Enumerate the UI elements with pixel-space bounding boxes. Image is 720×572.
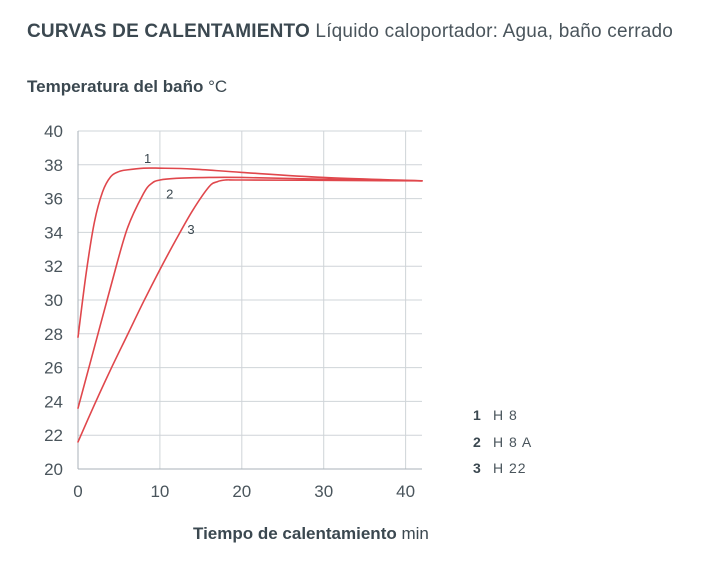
y-axis-unit: °C <box>208 77 228 96</box>
legend: 1 H 8 2 H 8 A 3 H 22 <box>473 402 532 482</box>
y-tick-label: 26 <box>44 359 63 378</box>
curve-label: 2 <box>166 187 173 202</box>
legend-model: H 8 A <box>493 433 533 450</box>
y-tick-label: 30 <box>44 291 63 310</box>
chart-title-row: CURVAS DE CALENTAMIENTO Líquido caloport… <box>27 21 673 43</box>
y-tick-label: 34 <box>44 223 63 242</box>
legend-item: 3 H 22 <box>473 455 532 482</box>
legend-number: 2 <box>473 433 481 450</box>
curve-label: 3 <box>187 222 194 237</box>
x-axis-label: Tiempo de calentamiento min <box>193 524 429 544</box>
x-tick-label: 10 <box>150 482 169 501</box>
x-tick-label: 30 <box>314 482 333 501</box>
curve-label: 1 <box>144 151 151 166</box>
legend-model: H 8 <box>493 407 518 424</box>
y-axis-title: Temperatura del baño <box>27 77 204 96</box>
y-tick-label: 22 <box>44 426 63 445</box>
y-tick-label: 32 <box>44 257 63 276</box>
series-line-2 <box>77 176 423 409</box>
x-tick-label: 0 <box>73 482 82 501</box>
series-line-3 <box>77 179 423 443</box>
series-line-1 <box>77 167 423 338</box>
legend-item: 2 H 8 A <box>473 429 532 456</box>
chart-subtitle: Líquido caloportador: Agua, baño cerrado <box>315 21 674 42</box>
x-tick-label: 40 <box>396 482 415 501</box>
legend-number: 1 <box>473 407 481 424</box>
y-axis-label: Temperatura del baño °C <box>27 77 227 97</box>
y-tick-label: 20 <box>44 460 63 479</box>
legend-item: 1 H 8 <box>473 402 532 429</box>
x-axis-unit: min <box>401 524 429 543</box>
legend-model: H 22 <box>493 460 527 477</box>
chart-title: CURVAS DE CALENTAMIENTO <box>27 21 310 42</box>
y-tick-label: 36 <box>44 190 63 209</box>
x-axis-title: Tiempo de calentamiento <box>193 524 397 543</box>
legend-number: 3 <box>473 460 481 477</box>
y-tick-label: 40 <box>44 122 63 141</box>
y-tick-label: 28 <box>44 325 63 344</box>
x-tick-label: 20 <box>232 482 251 501</box>
y-tick-label: 24 <box>44 392 63 411</box>
y-tick-label: 38 <box>44 156 63 175</box>
